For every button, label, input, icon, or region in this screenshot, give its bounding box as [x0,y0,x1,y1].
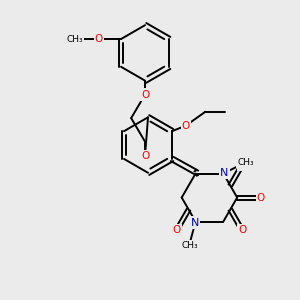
Text: O: O [173,225,181,235]
Text: CH₃: CH₃ [237,158,254,167]
Text: O: O [141,151,149,160]
Text: O: O [182,121,190,130]
Text: CH₃: CH₃ [182,241,198,250]
Text: N: N [190,218,199,228]
Text: O: O [238,160,246,170]
Text: O: O [141,89,149,100]
Text: O: O [95,34,103,44]
Text: O: O [238,225,246,235]
Text: CH₃: CH₃ [67,34,84,43]
Text: O: O [256,193,265,202]
Text: N: N [220,167,229,178]
